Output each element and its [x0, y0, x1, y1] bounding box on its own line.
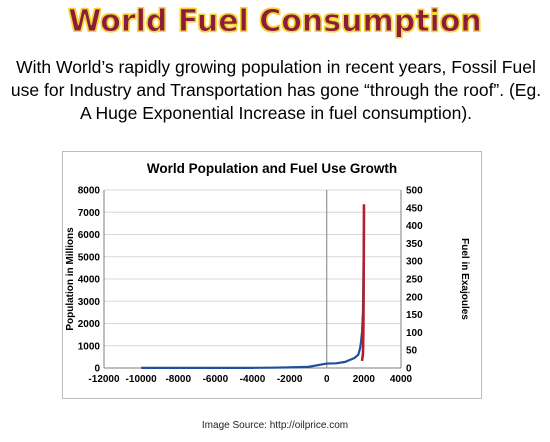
y-tick-label: 7000 [78, 208, 101, 219]
grid-lines [104, 189, 401, 347]
page-title: World Fuel Consumption [68, 4, 483, 40]
y2-tick-label: 50 [406, 346, 418, 357]
x-tick-label: -6000 [203, 374, 229, 385]
y-tick-label: 6000 [78, 230, 101, 241]
y-axis-title: Population in Millions [65, 227, 76, 331]
chart-frame: World Population and Fuel Use Growth -12… [62, 151, 482, 399]
y2-axis-title: Fuel in Exajoules [459, 238, 470, 320]
y-tick-label: 2000 [78, 319, 101, 330]
fuel-series-line [360, 204, 366, 362]
chart-title: World Population and Fuel Use Growth [147, 161, 397, 176]
y-tick-label: 8000 [78, 186, 101, 197]
y-tick-label: 3000 [78, 297, 101, 308]
y2-tick-label: 0 [406, 364, 412, 375]
source-caption: Image Source: http://oilprice.com [201, 420, 349, 431]
y2-tick-label: 300 [406, 257, 423, 268]
x-tick-label: -10000 [126, 374, 158, 385]
x-tick-label: -8000 [165, 374, 191, 385]
intro-paragraph: With World’s rapidly growing population … [10, 57, 542, 123]
x-tick-label: 2000 [353, 374, 376, 385]
x-tick-label: -12000 [88, 374, 120, 385]
y-tick-label: 1000 [78, 341, 101, 352]
y-tick-label: 4000 [78, 275, 101, 286]
y2-tick-label: 250 [406, 275, 423, 286]
y2-tick-label: 450 [406, 203, 423, 214]
chart-svg: World Population and Fuel Use Growth -12… [65, 161, 470, 386]
x-tick-label: 4000 [390, 374, 413, 385]
y-tick-label: 0 [94, 364, 100, 375]
x-tick-label: -4000 [240, 374, 266, 385]
y2-tick-label: 200 [406, 292, 423, 303]
chart-series [141, 204, 366, 370]
population-series-line [141, 232, 365, 370]
y2-tick-label: 350 [406, 239, 423, 250]
x-tick-label: 0 [324, 374, 330, 385]
x-tick-label: -2000 [277, 374, 303, 385]
tick-labels: -12000 -10000 -8000 -6000 -4000 -2000 0 2000 400… [78, 186, 423, 386]
y2-tick-label: 100 [406, 328, 423, 339]
y2-tick-label: 500 [406, 186, 423, 197]
y-tick-label: 5000 [78, 252, 101, 263]
y2-tick-label: 150 [406, 310, 423, 321]
y2-tick-label: 400 [406, 221, 423, 232]
